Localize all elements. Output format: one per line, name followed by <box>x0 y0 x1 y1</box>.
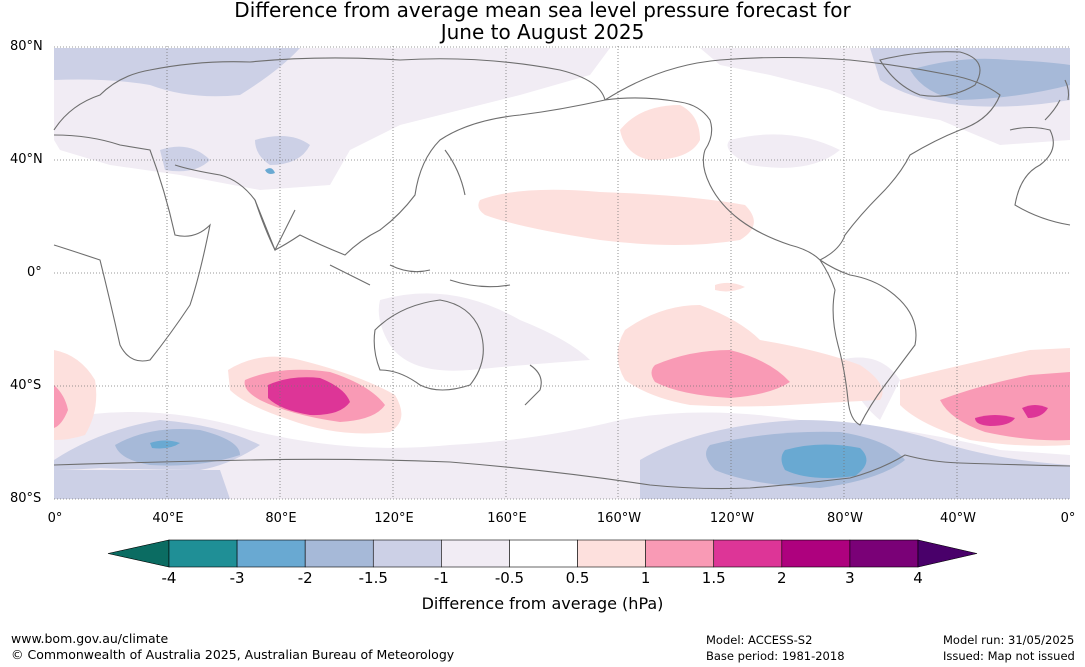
lon-label: 0° <box>1060 511 1076 526</box>
footer-copyright: © Commonwealth of Australia 2025, Austra… <box>11 647 455 662</box>
colorbar-tick-label: 4 <box>913 569 923 587</box>
colorbar-swatch <box>713 539 783 568</box>
footer-issued: Issued: Map not issued <box>943 649 1075 663</box>
colorbar-tick-label: 3 <box>845 569 855 587</box>
colorbar-tick-label: 1.5 <box>701 569 726 587</box>
colorbar-swatch <box>236 539 306 568</box>
colorbar-tick-label: -1.5 <box>358 569 388 587</box>
lon-label: 80°W <box>827 511 863 526</box>
lon-label: 120°E <box>374 511 414 526</box>
lat-label-80s: 80°S <box>10 491 42 506</box>
lat-label-equator: 0° <box>27 265 42 280</box>
colorbar <box>107 539 978 568</box>
anomaly-strong-positive <box>268 377 1048 426</box>
lon-label: 0° <box>47 511 63 526</box>
lon-label: 160°E <box>487 511 527 526</box>
colorbar-tick-label: 1 <box>640 569 651 587</box>
map-area <box>53 46 1071 500</box>
map-subtitle: June to August 2025 <box>440 20 645 44</box>
colorbar-swatch <box>168 539 238 568</box>
colorbar-swatch <box>781 539 851 568</box>
colorbar-tick-label: 2 <box>777 569 787 587</box>
anomaly-very-strong-negative <box>150 168 867 478</box>
lat-label-40s: 40°S <box>10 378 42 393</box>
colorbar-tick-label: -1 <box>433 569 449 587</box>
coastlines <box>53 51 1071 490</box>
colorbar-tick-label: -2 <box>297 569 313 587</box>
footer-website[interactable]: www.bom.gov.au/climate <box>11 631 169 646</box>
colorbar-tick-label: -4 <box>161 569 177 587</box>
footer-base-period: Base period: 1981-2018 <box>706 649 845 663</box>
colorbar-label: Difference from average (hPa) <box>421 594 664 613</box>
colorbar-swatch <box>372 539 442 568</box>
colorbar-swatch <box>577 539 646 568</box>
map-title: Difference from average mean sea level p… <box>234 0 851 22</box>
lat-label-40n: 40°N <box>10 152 43 167</box>
colorbar-tick-label: -0.5 <box>494 569 525 587</box>
lon-label: 160°W <box>596 511 642 526</box>
colorbar-swatch <box>849 539 919 568</box>
footer-model: Model: ACCESS-S2 <box>706 633 813 647</box>
colorbar-swatch <box>509 539 578 568</box>
lon-label: 40°E <box>152 511 184 526</box>
colorbar-extend-high <box>917 539 978 568</box>
colorbar-swatch <box>645 539 715 568</box>
lon-label: 80°E <box>265 511 297 526</box>
footer-model-run: Model run: 31/05/2025 <box>943 633 1075 647</box>
colorbar-tick-label: 0.5 <box>565 569 590 587</box>
lat-label-80n: 80°N <box>10 39 43 54</box>
gridlines <box>54 46 1070 500</box>
colorbar-swatch <box>441 539 510 568</box>
lon-label: 40°W <box>940 511 976 526</box>
colorbar-extend-low <box>107 539 170 568</box>
lon-label: 120°W <box>709 511 755 526</box>
colorbar-tick-label: -3 <box>229 569 245 587</box>
colorbar-swatch <box>304 539 374 568</box>
